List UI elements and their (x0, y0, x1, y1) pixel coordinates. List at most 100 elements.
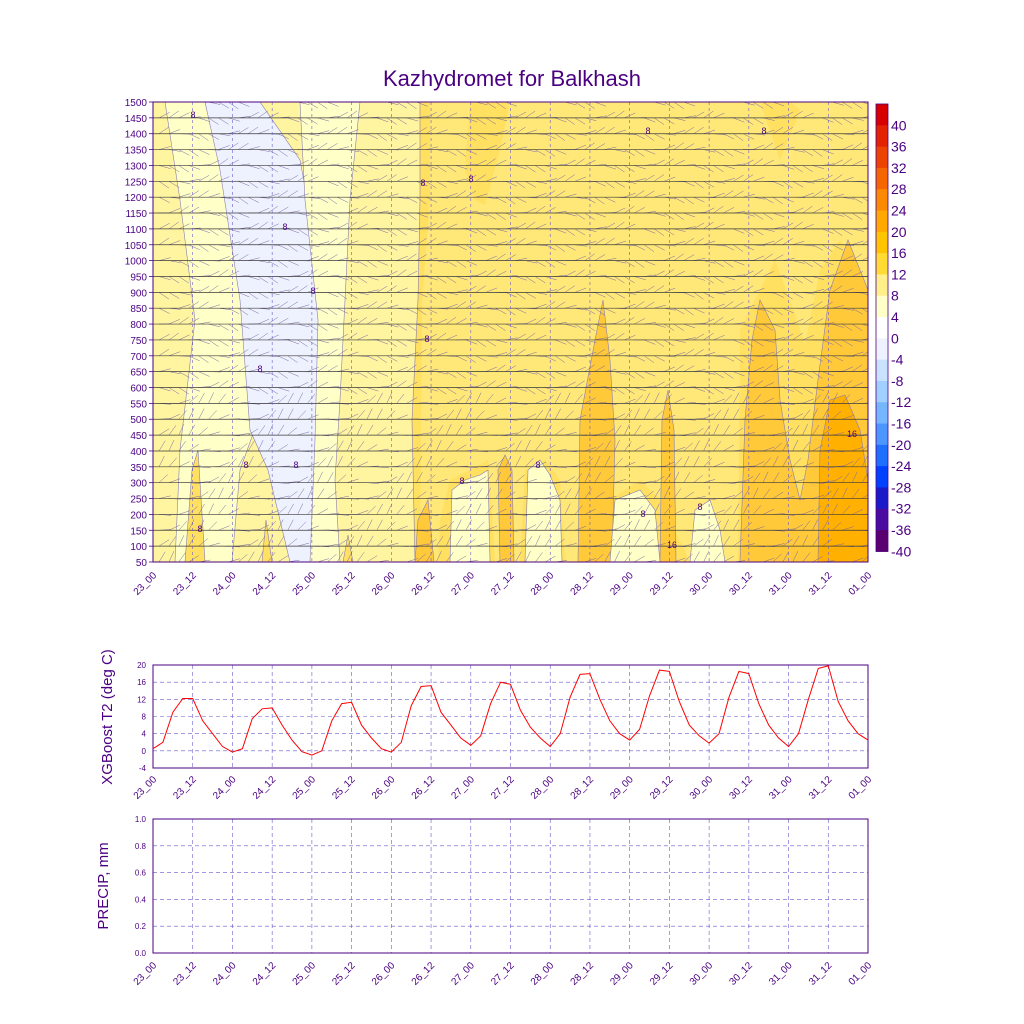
wind-barb (713, 223, 725, 230)
x-tick-label: 29_00 (608, 570, 636, 598)
wind-barb (158, 455, 165, 467)
wind-barb (505, 349, 516, 357)
wind-barb (802, 149, 814, 156)
x-tick-label: 31_00 (767, 570, 795, 598)
wind-barb (812, 276, 825, 280)
wind-barb (693, 165, 706, 170)
wind-barb (446, 149, 457, 156)
wind-barb (366, 149, 377, 157)
wind-barb (218, 287, 230, 293)
wind-barb (752, 461, 765, 468)
wind-barb (386, 488, 394, 499)
x-tick-label: 26_00 (370, 960, 398, 988)
wind-barb (515, 222, 527, 230)
contour-label: 8 (190, 110, 195, 120)
wind-barb (366, 394, 376, 404)
wind-barb (634, 519, 640, 531)
x-tick-label: 25_12 (330, 570, 358, 598)
wind-barb (346, 221, 358, 230)
wind-barb (366, 102, 368, 103)
wind-barb (406, 457, 415, 467)
wind-barb (703, 440, 709, 452)
wind-barb (743, 285, 754, 293)
colorbar-swatch (876, 508, 888, 531)
wind-barb (545, 165, 557, 170)
x-tick-label: 23_12 (171, 774, 199, 802)
wind-barb (713, 520, 722, 531)
x-tick-label: 24_00 (211, 960, 239, 988)
wind-barb (693, 111, 705, 119)
wind-barb (198, 519, 205, 531)
wind-barb (495, 457, 504, 467)
wind-barb (614, 425, 622, 436)
wind-barb (535, 535, 541, 547)
wind-barb (832, 475, 843, 483)
wind-barb (257, 165, 269, 173)
cs-y-tick-label: 1250 (125, 177, 148, 188)
wind-barb (812, 387, 825, 391)
wind-barb (337, 196, 349, 203)
wind-barb (832, 355, 844, 362)
wind-barb (475, 503, 482, 515)
precip-y-tick-label: 0.2 (135, 922, 147, 931)
wind-barb (723, 519, 729, 531)
wind-barb (287, 339, 300, 345)
wind-barb (465, 519, 472, 531)
wind-barb (188, 244, 200, 250)
wind-barb (614, 129, 626, 134)
wind-barb (386, 117, 397, 125)
wind-barb (584, 102, 595, 109)
x-tick-label: 25_12 (330, 960, 358, 988)
wind-barb (218, 269, 229, 277)
wind-barb (317, 241, 330, 245)
wind-barb (693, 440, 700, 452)
wind-barb (624, 424, 630, 436)
wind-barb (594, 337, 607, 341)
wind-barb (634, 408, 640, 420)
wind-barb (772, 349, 784, 357)
x-tick-label: 28_00 (529, 570, 557, 598)
wind-barb (772, 102, 785, 107)
wind-barb (475, 543, 488, 547)
wind-barb (772, 432, 785, 436)
wind-barb (713, 260, 724, 267)
wind-barb (247, 455, 254, 467)
x-tick-label: 30_00 (688, 960, 716, 988)
wind-barb (366, 133, 378, 140)
wind-barb (396, 504, 405, 515)
wind-barb (277, 301, 288, 309)
wind-barb (337, 146, 349, 150)
wind-barb (812, 535, 820, 547)
wind-barb (842, 307, 855, 311)
wind-barb (297, 431, 310, 436)
wind-barb (772, 238, 784, 245)
wind-barb (188, 301, 199, 309)
wind-barb (208, 476, 220, 483)
wind-barb (436, 165, 447, 173)
wind-barb (178, 424, 185, 436)
wind-barb (703, 102, 705, 103)
wind-barb (802, 260, 813, 268)
wind-barb (673, 307, 685, 315)
wind-barb (346, 276, 358, 284)
contour-label: 8 (535, 460, 540, 470)
wind-barb (544, 519, 551, 531)
wind-barb (465, 371, 478, 377)
wind-barb (406, 228, 419, 233)
contour-label: 8 (640, 509, 645, 519)
wind-barb (792, 181, 804, 188)
wind-barb (158, 292, 170, 300)
wind-barb (743, 476, 754, 483)
wind-barb (317, 339, 330, 344)
wind-barb (822, 174, 833, 182)
wind-barb (228, 364, 239, 372)
wind-barb (564, 133, 576, 140)
wind-barb (317, 212, 328, 220)
wind-barb (713, 424, 719, 436)
wind-barb (545, 289, 557, 293)
wind-barb (455, 244, 467, 251)
wind-barb (376, 175, 388, 182)
wind-barb (525, 478, 537, 483)
wind-barb (782, 538, 793, 547)
